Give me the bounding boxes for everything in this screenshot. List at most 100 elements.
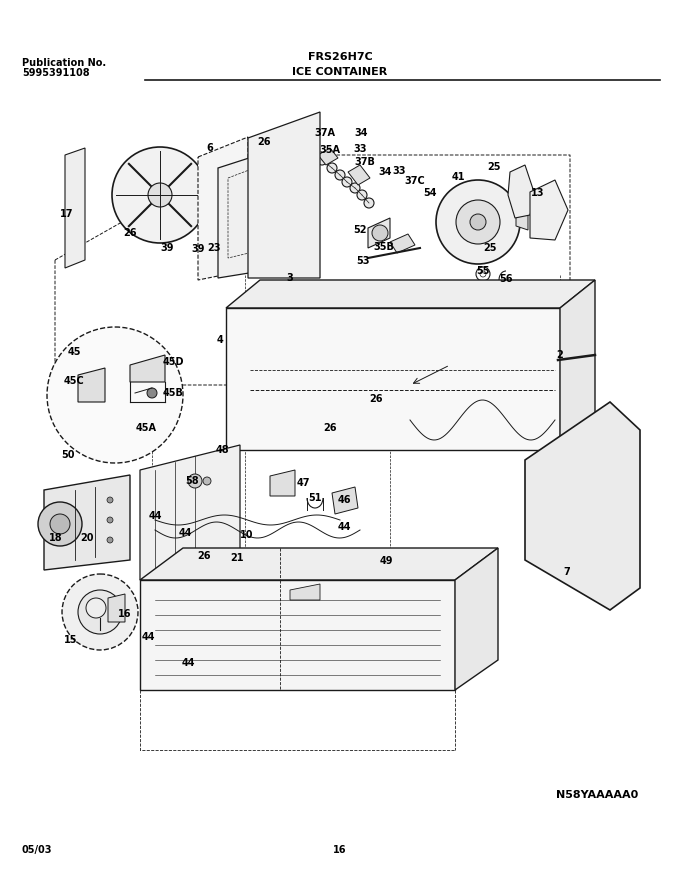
Circle shape	[350, 183, 360, 193]
Text: Publication No.: Publication No.	[22, 58, 106, 68]
Circle shape	[470, 214, 486, 230]
Text: 44: 44	[141, 632, 155, 642]
Polygon shape	[226, 308, 560, 450]
Polygon shape	[44, 475, 130, 570]
Circle shape	[203, 477, 211, 485]
Text: 51: 51	[308, 493, 322, 503]
Polygon shape	[226, 280, 595, 308]
Text: 34: 34	[378, 167, 392, 177]
Text: 33: 33	[353, 144, 367, 154]
Text: 26: 26	[369, 394, 383, 404]
Ellipse shape	[371, 302, 399, 341]
Text: 41: 41	[452, 172, 464, 182]
Polygon shape	[368, 218, 390, 248]
Text: 17: 17	[61, 209, 73, 219]
Text: 47: 47	[296, 478, 310, 488]
Polygon shape	[65, 148, 85, 268]
Circle shape	[364, 198, 374, 208]
Text: 39: 39	[191, 244, 205, 254]
Circle shape	[112, 147, 208, 243]
Text: ICE CONTAINER: ICE CONTAINER	[292, 67, 388, 77]
Text: 26: 26	[123, 228, 137, 238]
Circle shape	[86, 598, 106, 618]
Text: 3: 3	[287, 273, 293, 283]
Ellipse shape	[409, 314, 437, 352]
Text: N58YAAAAA0: N58YAAAAA0	[556, 790, 638, 800]
Polygon shape	[270, 470, 295, 496]
Text: 37C: 37C	[405, 176, 426, 186]
Text: 21: 21	[231, 553, 243, 563]
Text: 45C: 45C	[64, 376, 84, 386]
Circle shape	[47, 327, 183, 463]
Text: 16: 16	[118, 609, 132, 619]
Polygon shape	[560, 280, 595, 450]
Text: 18: 18	[49, 533, 63, 543]
Text: 39: 39	[160, 243, 174, 253]
Text: FRS26H7C: FRS26H7C	[307, 52, 373, 62]
Text: 53: 53	[356, 256, 370, 266]
Polygon shape	[508, 165, 535, 218]
Text: 25: 25	[483, 243, 497, 253]
Circle shape	[327, 163, 337, 173]
Polygon shape	[140, 548, 498, 580]
Ellipse shape	[483, 335, 511, 373]
Text: 44: 44	[337, 522, 351, 532]
Polygon shape	[140, 580, 455, 690]
Polygon shape	[290, 584, 320, 600]
Circle shape	[107, 537, 113, 543]
Polygon shape	[348, 165, 370, 185]
Polygon shape	[530, 180, 568, 240]
Polygon shape	[248, 112, 320, 278]
Ellipse shape	[446, 324, 474, 362]
Text: 56: 56	[499, 274, 513, 284]
Circle shape	[147, 388, 157, 398]
Circle shape	[148, 183, 172, 207]
Polygon shape	[198, 137, 248, 280]
Text: 45A: 45A	[135, 423, 156, 433]
Polygon shape	[455, 548, 498, 690]
Text: 26: 26	[197, 551, 211, 561]
Text: 45: 45	[67, 347, 81, 357]
Text: 58: 58	[185, 476, 199, 486]
Polygon shape	[218, 148, 280, 278]
Text: 44: 44	[148, 511, 162, 521]
Circle shape	[50, 514, 70, 534]
Text: 54: 54	[423, 188, 437, 198]
Circle shape	[107, 497, 113, 503]
Polygon shape	[108, 594, 125, 622]
Text: 6: 6	[207, 143, 214, 153]
Text: 33: 33	[392, 166, 406, 176]
Text: 5995391108: 5995391108	[22, 68, 90, 78]
Polygon shape	[525, 402, 640, 610]
Text: 25: 25	[488, 162, 500, 172]
Circle shape	[372, 225, 388, 241]
Circle shape	[317, 155, 327, 165]
Polygon shape	[516, 210, 528, 230]
Text: 52: 52	[353, 225, 367, 235]
Text: 37B: 37B	[354, 157, 375, 167]
Text: 15: 15	[64, 635, 78, 645]
Polygon shape	[140, 445, 240, 580]
Text: 45B: 45B	[163, 388, 184, 398]
Text: 10: 10	[240, 530, 254, 540]
Text: 48: 48	[215, 445, 228, 455]
Text: 13: 13	[531, 188, 545, 198]
Circle shape	[436, 180, 520, 264]
Text: 26: 26	[323, 423, 337, 433]
Text: 7: 7	[564, 567, 571, 577]
Circle shape	[357, 190, 367, 200]
Text: 46: 46	[337, 495, 351, 505]
Polygon shape	[78, 368, 105, 402]
Circle shape	[62, 574, 138, 650]
Circle shape	[38, 502, 82, 546]
Text: 34: 34	[354, 128, 368, 138]
Circle shape	[188, 474, 202, 488]
Ellipse shape	[521, 346, 549, 384]
Text: 49: 49	[379, 556, 393, 566]
Text: 55: 55	[476, 266, 490, 276]
Circle shape	[456, 200, 500, 244]
Text: 26: 26	[257, 137, 271, 147]
Polygon shape	[130, 355, 165, 382]
Text: 35A: 35A	[320, 145, 341, 155]
Ellipse shape	[296, 281, 324, 319]
